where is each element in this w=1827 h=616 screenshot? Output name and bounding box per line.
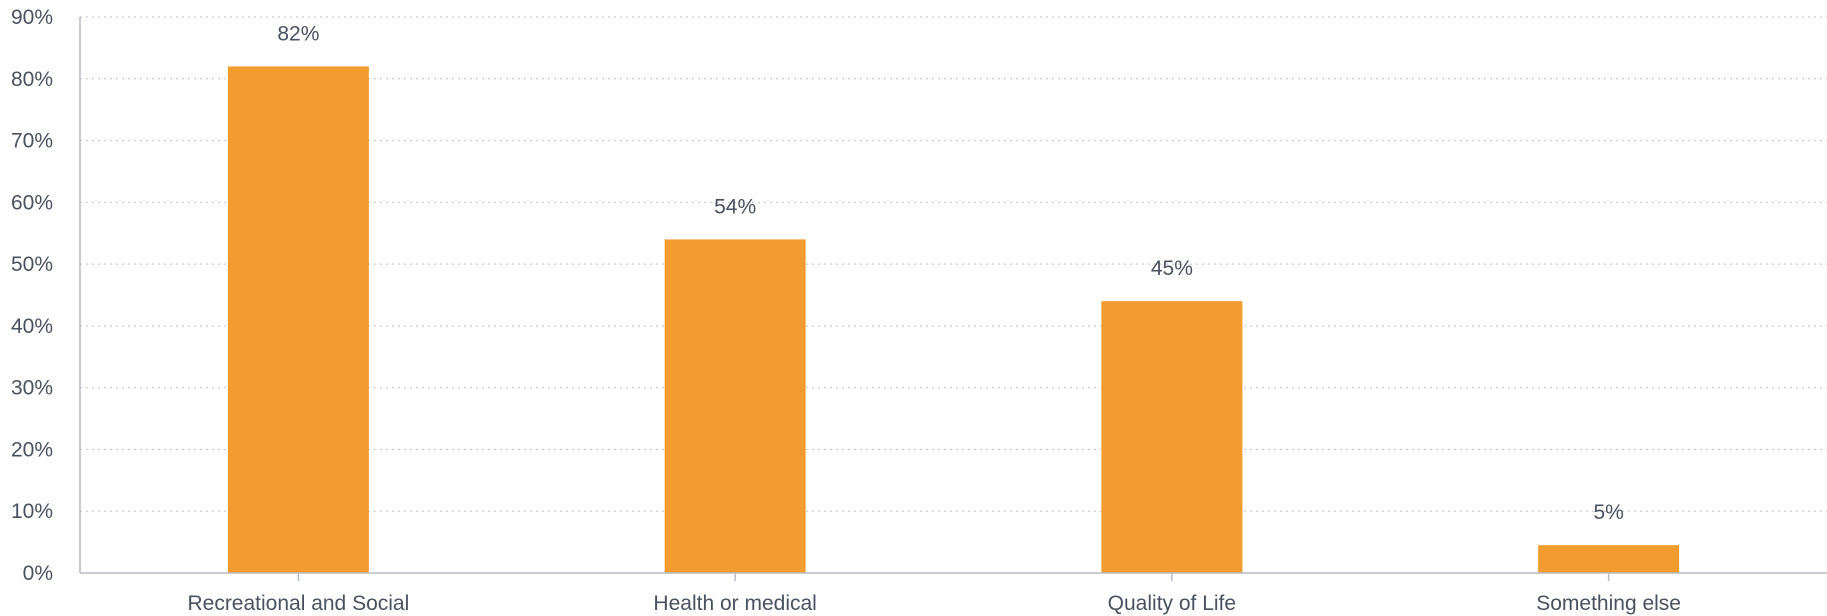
bar bbox=[1101, 301, 1243, 573]
y-tick-label: 90% bbox=[11, 6, 53, 29]
y-tick-label: 70% bbox=[11, 130, 53, 153]
labels: 0% 10% 20% 30% 40% 50% 60% 70% 80% 90% 82% Recreati… bbox=[11, 6, 1681, 615]
y-tick-label: 30% bbox=[11, 377, 53, 400]
y-tick-label: 80% bbox=[11, 68, 53, 91]
bars bbox=[227, 66, 1680, 573]
y-tick-label: 10% bbox=[11, 500, 53, 523]
x-category-label: Health or medical bbox=[653, 592, 816, 615]
axes bbox=[79, 17, 1827, 581]
y-tick-label: 50% bbox=[11, 253, 53, 276]
bar-data-label: 54% bbox=[714, 195, 756, 218]
x-category-label: Something else bbox=[1536, 592, 1681, 615]
y-tick-label: 0% bbox=[23, 562, 53, 585]
bar-data-label: 45% bbox=[1151, 257, 1193, 280]
x-category-label: Quality of Life bbox=[1108, 592, 1236, 615]
y-tick-label: 20% bbox=[11, 438, 53, 461]
bar-data-label: 5% bbox=[1593, 501, 1623, 524]
bar bbox=[664, 239, 806, 573]
bar bbox=[227, 66, 369, 573]
x-category-label: Recreational and Social bbox=[187, 592, 409, 615]
y-tick-label: 60% bbox=[11, 191, 53, 214]
y-tick-label: 40% bbox=[11, 315, 53, 338]
bar bbox=[1538, 545, 1680, 573]
bar-data-label: 82% bbox=[277, 22, 319, 45]
